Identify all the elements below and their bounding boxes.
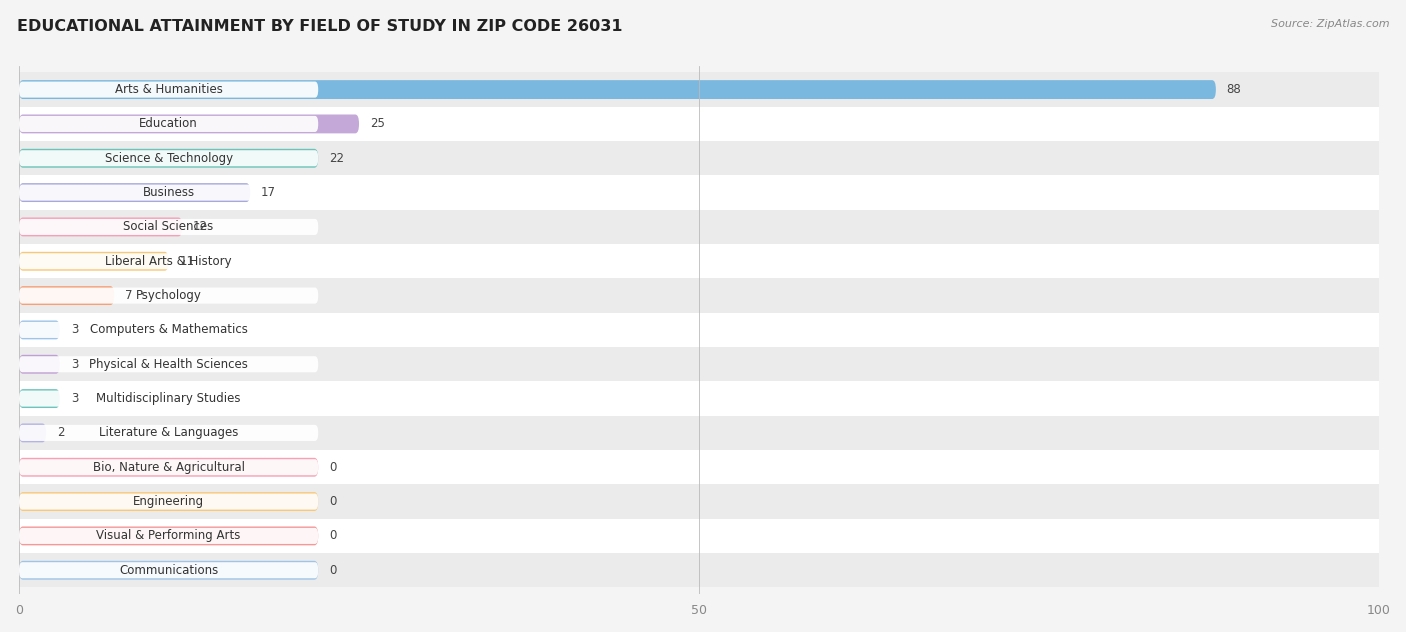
Text: 7: 7 — [125, 289, 132, 302]
FancyBboxPatch shape — [20, 356, 318, 372]
Bar — [20, 279, 1379, 313]
Text: Psychology: Psychology — [135, 289, 201, 302]
Bar — [20, 210, 1379, 244]
FancyBboxPatch shape — [20, 114, 359, 133]
Text: 0: 0 — [329, 495, 336, 508]
Text: Engineering: Engineering — [134, 495, 204, 508]
FancyBboxPatch shape — [20, 389, 60, 408]
FancyBboxPatch shape — [20, 149, 318, 167]
Text: Computers & Mathematics: Computers & Mathematics — [90, 324, 247, 336]
FancyBboxPatch shape — [20, 252, 169, 270]
Text: 0: 0 — [329, 564, 336, 577]
Bar — [20, 416, 1379, 450]
Text: Source: ZipAtlas.com: Source: ZipAtlas.com — [1271, 19, 1389, 29]
Text: 11: 11 — [180, 255, 194, 268]
FancyBboxPatch shape — [20, 391, 318, 406]
FancyBboxPatch shape — [20, 526, 318, 545]
FancyBboxPatch shape — [20, 355, 60, 374]
FancyBboxPatch shape — [20, 116, 318, 132]
FancyBboxPatch shape — [20, 253, 318, 269]
Bar — [20, 553, 1379, 587]
Text: 17: 17 — [262, 186, 276, 199]
Text: 3: 3 — [70, 392, 79, 405]
Text: Visual & Performing Arts: Visual & Performing Arts — [97, 530, 240, 542]
FancyBboxPatch shape — [20, 423, 46, 442]
FancyBboxPatch shape — [20, 320, 60, 339]
Bar — [20, 484, 1379, 519]
FancyBboxPatch shape — [20, 82, 318, 97]
FancyBboxPatch shape — [20, 494, 318, 509]
FancyBboxPatch shape — [20, 183, 250, 202]
Text: Physical & Health Sciences: Physical & Health Sciences — [89, 358, 247, 371]
Text: Liberal Arts & History: Liberal Arts & History — [105, 255, 232, 268]
FancyBboxPatch shape — [20, 322, 318, 338]
Text: 22: 22 — [329, 152, 344, 165]
Text: EDUCATIONAL ATTAINMENT BY FIELD OF STUDY IN ZIP CODE 26031: EDUCATIONAL ATTAINMENT BY FIELD OF STUDY… — [17, 19, 623, 34]
FancyBboxPatch shape — [20, 286, 114, 305]
Text: Science & Technology: Science & Technology — [104, 152, 232, 165]
FancyBboxPatch shape — [20, 150, 318, 166]
Bar — [20, 244, 1379, 279]
Text: 25: 25 — [370, 118, 385, 130]
Bar — [20, 107, 1379, 141]
FancyBboxPatch shape — [20, 528, 318, 544]
Text: Multidisciplinary Studies: Multidisciplinary Studies — [97, 392, 240, 405]
Text: Social Sciences: Social Sciences — [124, 221, 214, 233]
Text: 0: 0 — [329, 530, 336, 542]
Text: 3: 3 — [70, 358, 79, 371]
Bar — [20, 347, 1379, 382]
Text: Literature & Languages: Literature & Languages — [98, 427, 238, 439]
Text: 88: 88 — [1227, 83, 1241, 96]
FancyBboxPatch shape — [20, 492, 318, 511]
FancyBboxPatch shape — [20, 425, 318, 441]
FancyBboxPatch shape — [20, 288, 318, 303]
FancyBboxPatch shape — [20, 458, 318, 477]
Bar — [20, 313, 1379, 347]
Bar — [20, 176, 1379, 210]
Text: Business: Business — [142, 186, 194, 199]
Bar — [20, 73, 1379, 107]
Bar — [20, 382, 1379, 416]
Text: Communications: Communications — [120, 564, 218, 577]
FancyBboxPatch shape — [20, 217, 183, 236]
Text: 12: 12 — [193, 221, 208, 233]
Bar — [20, 141, 1379, 176]
FancyBboxPatch shape — [20, 561, 318, 580]
Bar — [20, 519, 1379, 553]
FancyBboxPatch shape — [20, 219, 318, 235]
Text: Arts & Humanities: Arts & Humanities — [115, 83, 222, 96]
FancyBboxPatch shape — [20, 185, 318, 200]
Bar — [20, 450, 1379, 484]
FancyBboxPatch shape — [20, 80, 1216, 99]
Text: Bio, Nature & Agricultural: Bio, Nature & Agricultural — [93, 461, 245, 474]
Text: 2: 2 — [58, 427, 65, 439]
FancyBboxPatch shape — [20, 459, 318, 475]
FancyBboxPatch shape — [20, 562, 318, 578]
Text: Education: Education — [139, 118, 198, 130]
Text: 0: 0 — [329, 461, 336, 474]
Text: 3: 3 — [70, 324, 79, 336]
